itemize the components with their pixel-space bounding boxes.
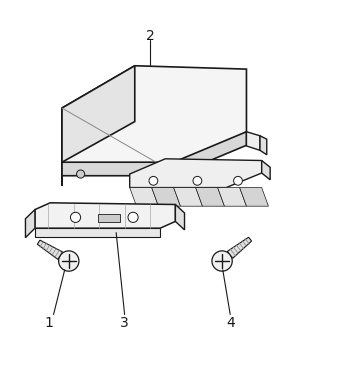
Polygon shape (62, 66, 246, 172)
Polygon shape (62, 132, 246, 176)
Circle shape (128, 212, 138, 222)
Polygon shape (37, 240, 63, 260)
Polygon shape (98, 214, 120, 222)
Polygon shape (62, 66, 135, 162)
Text: 3: 3 (120, 316, 129, 330)
Polygon shape (25, 210, 35, 238)
Polygon shape (227, 237, 251, 258)
Text: 4: 4 (226, 316, 235, 330)
Circle shape (149, 176, 158, 185)
Circle shape (212, 251, 232, 271)
Polygon shape (240, 188, 268, 206)
Polygon shape (175, 204, 184, 230)
Circle shape (58, 251, 79, 271)
Polygon shape (196, 188, 224, 206)
Polygon shape (130, 159, 262, 188)
Polygon shape (152, 188, 181, 206)
Polygon shape (130, 188, 159, 206)
Polygon shape (174, 188, 203, 206)
Text: 2: 2 (146, 29, 154, 43)
Circle shape (71, 212, 80, 222)
Text: 1: 1 (44, 316, 53, 330)
Circle shape (141, 170, 149, 178)
Circle shape (234, 176, 243, 185)
Polygon shape (35, 203, 175, 228)
Polygon shape (35, 228, 160, 237)
Circle shape (77, 170, 85, 178)
Polygon shape (218, 188, 246, 206)
Polygon shape (246, 132, 260, 150)
Polygon shape (260, 136, 267, 155)
Circle shape (193, 176, 202, 185)
Polygon shape (262, 161, 270, 180)
